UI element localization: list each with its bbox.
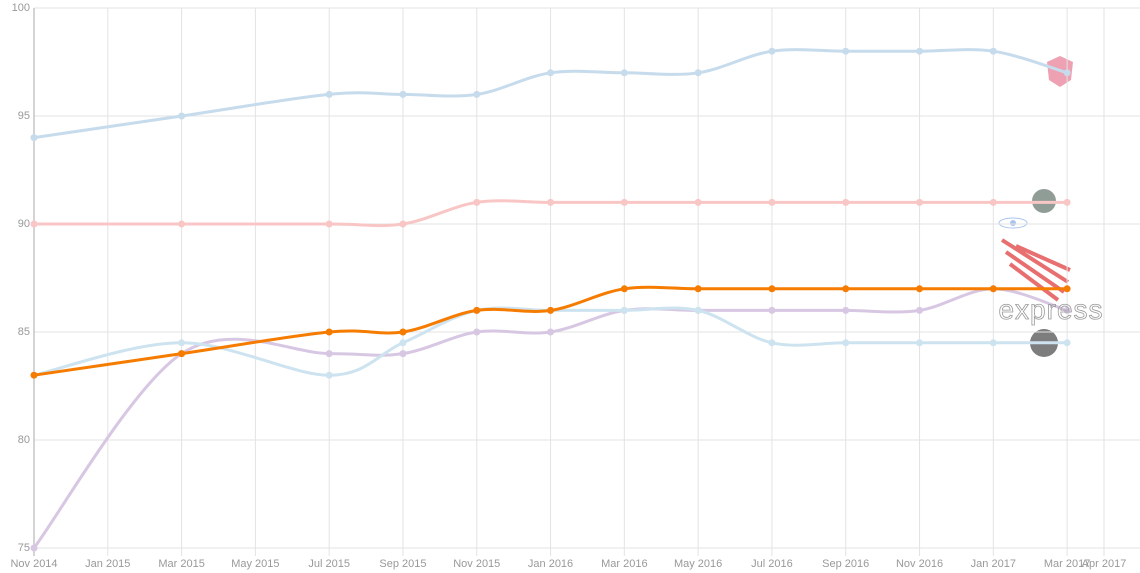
point bbox=[916, 285, 924, 293]
point bbox=[399, 220, 407, 228]
point bbox=[620, 306, 628, 314]
point bbox=[30, 544, 38, 552]
point bbox=[768, 306, 776, 314]
point bbox=[325, 328, 333, 336]
point bbox=[842, 47, 850, 55]
point bbox=[916, 47, 924, 55]
point bbox=[842, 306, 850, 314]
point bbox=[694, 69, 702, 77]
point bbox=[473, 306, 481, 314]
x-tick-label: Sep 2016 bbox=[822, 558, 869, 570]
x-tick-label: Apr 2017 bbox=[1082, 558, 1127, 570]
point bbox=[1063, 69, 1071, 77]
point bbox=[178, 339, 186, 347]
point bbox=[1063, 339, 1071, 347]
y-tick-label: 75 bbox=[18, 542, 30, 554]
point bbox=[694, 306, 702, 314]
grid bbox=[33, 7, 1140, 556]
point bbox=[842, 285, 850, 293]
point bbox=[547, 198, 555, 206]
point bbox=[989, 339, 997, 347]
react-logo-core bbox=[1010, 220, 1016, 226]
point bbox=[399, 328, 407, 336]
point bbox=[694, 285, 702, 293]
point bbox=[768, 47, 776, 55]
x-tick-label: Jan 2015 bbox=[85, 558, 130, 570]
point bbox=[399, 339, 407, 347]
point bbox=[916, 339, 924, 347]
point bbox=[399, 90, 407, 98]
point bbox=[473, 90, 481, 98]
x-tick-label: Mar 2015 bbox=[158, 558, 204, 570]
point bbox=[547, 328, 555, 336]
point bbox=[1063, 306, 1071, 314]
series-line bbox=[32, 287, 1068, 549]
y-tick-label: 90 bbox=[18, 218, 30, 230]
point bbox=[178, 350, 186, 358]
point bbox=[842, 339, 850, 347]
x-tick-label: Jul 2015 bbox=[308, 558, 350, 570]
point bbox=[547, 306, 555, 314]
point bbox=[620, 198, 628, 206]
x-tick-label: Mar 2017 bbox=[1044, 558, 1090, 570]
point bbox=[178, 112, 186, 120]
point bbox=[399, 350, 407, 358]
series-line bbox=[33, 306, 1068, 377]
point bbox=[30, 134, 38, 142]
point bbox=[473, 198, 481, 206]
point bbox=[325, 350, 333, 358]
point bbox=[694, 198, 702, 206]
point bbox=[620, 69, 628, 77]
point bbox=[916, 306, 924, 314]
point bbox=[768, 198, 776, 206]
point bbox=[547, 69, 555, 77]
point bbox=[1063, 198, 1071, 206]
x-tick-label: Nov 2015 bbox=[453, 558, 500, 570]
point bbox=[989, 198, 997, 206]
y-tick-label: 95 bbox=[18, 110, 30, 122]
point bbox=[325, 371, 333, 379]
x-tick-label: Jul 2016 bbox=[751, 558, 793, 570]
series-label: express bbox=[998, 294, 1103, 325]
point bbox=[30, 371, 38, 379]
point bbox=[768, 285, 776, 293]
x-tick-label: Jan 2017 bbox=[971, 558, 1016, 570]
point bbox=[1063, 285, 1071, 293]
point bbox=[325, 90, 333, 98]
point bbox=[325, 220, 333, 228]
point bbox=[842, 198, 850, 206]
laravel-logo bbox=[1000, 238, 1071, 302]
point bbox=[473, 328, 481, 336]
point bbox=[620, 285, 628, 293]
x-tick-label: Sep 2015 bbox=[379, 558, 426, 570]
x-tick-label: Jan 2016 bbox=[528, 558, 573, 570]
x-tick-label: May 2015 bbox=[231, 558, 279, 570]
y-tick-label: 85 bbox=[18, 326, 30, 338]
y-tick-label: 100 bbox=[12, 2, 30, 14]
point bbox=[30, 220, 38, 228]
point bbox=[178, 220, 186, 228]
x-tick-label: May 2016 bbox=[674, 558, 722, 570]
x-tick-label: Nov 2016 bbox=[896, 558, 943, 570]
x-tick-label: Nov 2014 bbox=[10, 558, 57, 570]
react-logo bbox=[998, 217, 1028, 229]
x-tick-label: Mar 2016 bbox=[601, 558, 647, 570]
point bbox=[768, 339, 776, 347]
logos bbox=[998, 56, 1073, 357]
point bbox=[989, 285, 997, 293]
point bbox=[989, 47, 997, 55]
point bbox=[916, 198, 924, 206]
y-tick-label: 80 bbox=[18, 434, 30, 446]
